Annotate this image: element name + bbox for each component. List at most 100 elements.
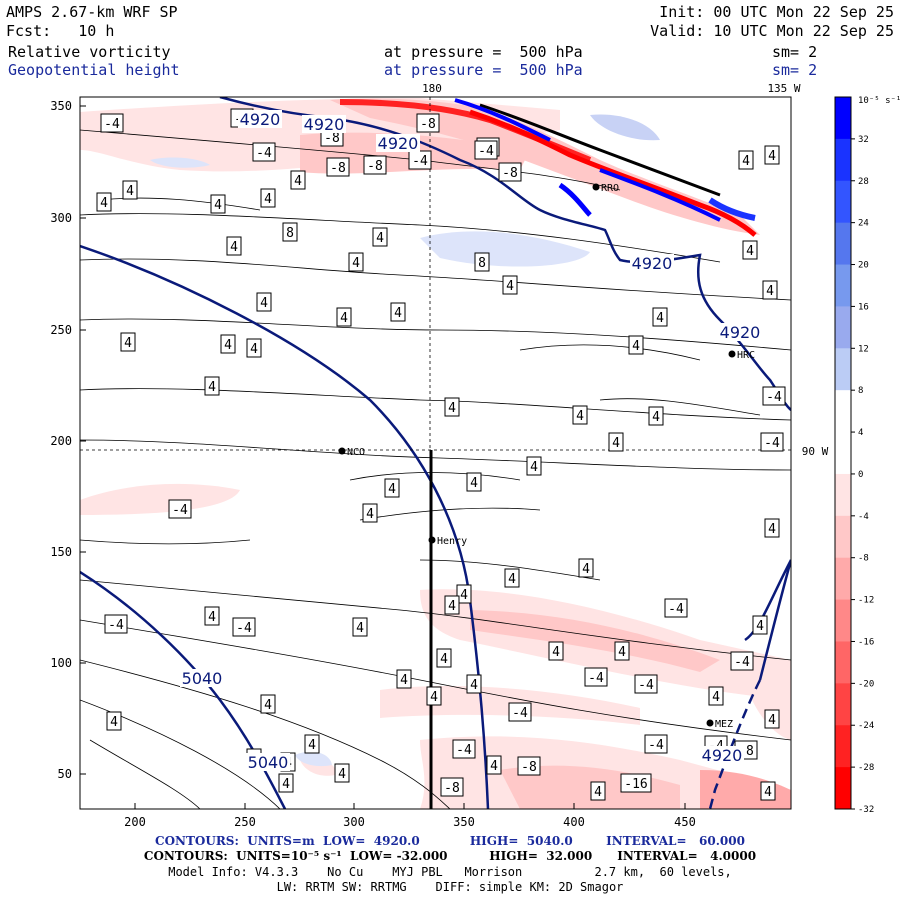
svg-text:4: 4 <box>712 690 720 705</box>
colorbar-label: 16 <box>858 302 869 312</box>
vorticity-value-label: 4 <box>708 686 724 706</box>
colorbar-swatch <box>835 180 851 224</box>
svg-text:4: 4 <box>126 184 134 199</box>
vorticity-value-label: 4 <box>120 332 136 352</box>
y-tick-label: 150 <box>50 545 72 559</box>
svg-text:4: 4 <box>260 296 268 311</box>
svg-text:4: 4 <box>394 306 402 321</box>
field1-level: at pressure = 500 hPa <box>384 43 583 61</box>
vorticity-value-label: 4 <box>628 335 644 355</box>
svg-text:4920: 4920 <box>632 254 673 273</box>
vorticity-value-label: 4 <box>578 558 594 578</box>
station-layer: NCO Henry HRC MEZ RRO <box>338 183 755 730</box>
axis-ticks: 200 250 300 350 400 450 350 300 250 200 150 100 50 <box>50 99 696 829</box>
svg-text:4: 4 <box>356 621 364 636</box>
vorticity-value-label: 4 <box>456 584 472 604</box>
vorticity-value-label: 4 <box>614 641 630 661</box>
svg-text:4920: 4920 <box>240 110 281 129</box>
vorticity-value-label: 4 <box>738 150 754 170</box>
svg-text:4: 4 <box>508 572 516 587</box>
svg-text:-4: -4 <box>256 146 272 161</box>
vorticity-value-label: 4 <box>384 478 400 498</box>
svg-text:NCO: NCO <box>347 447 365 458</box>
vorticity-value-label: 4 <box>204 376 220 396</box>
svg-text:4: 4 <box>208 380 216 395</box>
height-contour-label: 4920 <box>376 134 420 153</box>
vorticity-value-label: 4 <box>652 307 668 327</box>
colorbar: 10⁻⁵ s⁻¹ 32 28 24 20 16 12 8 4 0 -4 -8 -12 -16 -20 -24 -… <box>834 96 900 815</box>
colorbar-label: 0 <box>858 470 863 480</box>
vorticity-value-label: 4 <box>372 227 388 247</box>
vorticity-value-label: 4 <box>336 307 352 327</box>
vorticity-value-label: -4 <box>232 617 256 637</box>
svg-text:-4: -4 <box>588 671 604 686</box>
vorticity-value-label: 4 <box>444 397 460 417</box>
vorticity-value-label: -4 <box>762 386 786 406</box>
svg-text:-4: -4 <box>512 706 528 721</box>
colorbar-label: -8 <box>858 554 869 564</box>
colorbar-swatch <box>835 348 851 391</box>
vorticity-value-label: 8 <box>474 252 490 272</box>
vorticity-value-label: -8 <box>363 155 387 175</box>
svg-text:-8: -8 <box>367 159 383 174</box>
vorticity-value-label: 4 <box>648 406 664 426</box>
colorbar-label: -32 <box>858 805 874 815</box>
svg-text:-4: -4 <box>764 436 780 451</box>
colorbar-swatch <box>835 138 851 182</box>
height-contour-label: 4920 <box>302 115 346 134</box>
svg-text:4: 4 <box>582 562 590 577</box>
svg-text:4: 4 <box>742 154 750 169</box>
colorbar-swatch <box>835 222 851 266</box>
y-tick-label: 50 <box>58 767 72 781</box>
station-marker-henry: Henry <box>428 536 467 547</box>
vorticity-value-label: 4 <box>760 781 776 801</box>
height-contour-label: 5040 <box>246 753 290 772</box>
svg-text:-8: -8 <box>444 781 460 796</box>
vorticity-value-label: 4 <box>466 674 482 694</box>
vorticity-value-label: 4 <box>334 763 350 783</box>
y-tick-label: 300 <box>50 211 72 225</box>
svg-text:4: 4 <box>632 339 640 354</box>
svg-text:4: 4 <box>124 336 132 351</box>
colorbar-swatch <box>835 725 851 768</box>
svg-text:4: 4 <box>352 256 360 271</box>
field1-smoothing: sm= 2 <box>772 43 818 61</box>
vorticity-value-label: -4 <box>252 142 276 162</box>
vorticity-value-label: 4 <box>742 240 758 260</box>
svg-text:4: 4 <box>552 645 560 660</box>
svg-text:4: 4 <box>656 311 664 326</box>
colorbar-swatch <box>835 390 851 433</box>
svg-text:4: 4 <box>448 599 456 614</box>
y-tick-label: 100 <box>50 656 72 670</box>
svg-text:4: 4 <box>208 610 216 625</box>
svg-text:4: 4 <box>746 244 754 259</box>
vorticity-value-label: -4 <box>730 651 754 671</box>
vorticity-value-label: 4 <box>96 192 112 212</box>
vorticity-value-label: 4 <box>486 755 502 775</box>
x-tick-label: 450 <box>674 815 696 829</box>
colorbar-label: -28 <box>858 763 874 773</box>
svg-text:4: 4 <box>764 785 772 800</box>
svg-text:4: 4 <box>250 342 258 357</box>
vorticity-value-label: -4 <box>584 667 608 687</box>
svg-text:-4: -4 <box>668 602 684 617</box>
svg-text:Henry: Henry <box>437 536 467 547</box>
colorbar-swatch <box>835 432 851 475</box>
colorbar-swatch <box>835 473 851 517</box>
vorticity-value-label: 4 <box>762 280 778 300</box>
svg-text:4: 4 <box>470 476 478 491</box>
svg-text:4: 4 <box>400 673 408 688</box>
vorticity-value-label: 4 <box>436 648 452 668</box>
x-tick-label: 300 <box>343 815 365 829</box>
vorticity-value-label: 4 <box>608 432 624 452</box>
vorticity-value-label: 4 <box>362 503 378 523</box>
vorticity-value-label: -8 <box>440 777 464 797</box>
svg-text:4: 4 <box>612 436 620 451</box>
colorbar-swatch <box>835 767 851 810</box>
vorticity-value-label: 4 <box>260 694 276 714</box>
x-tick-label: 350 <box>453 815 475 829</box>
footer-physics: LW: RRTM SW: RRTMG DIFF: simple KM: 2D S… <box>276 880 624 894</box>
footer-model-info: Model Info: V4.3.3 No Cu MYJ PBL Morriso… <box>168 865 732 879</box>
vorticity-value-label: 4 <box>246 338 262 358</box>
svg-text:4: 4 <box>366 507 374 522</box>
